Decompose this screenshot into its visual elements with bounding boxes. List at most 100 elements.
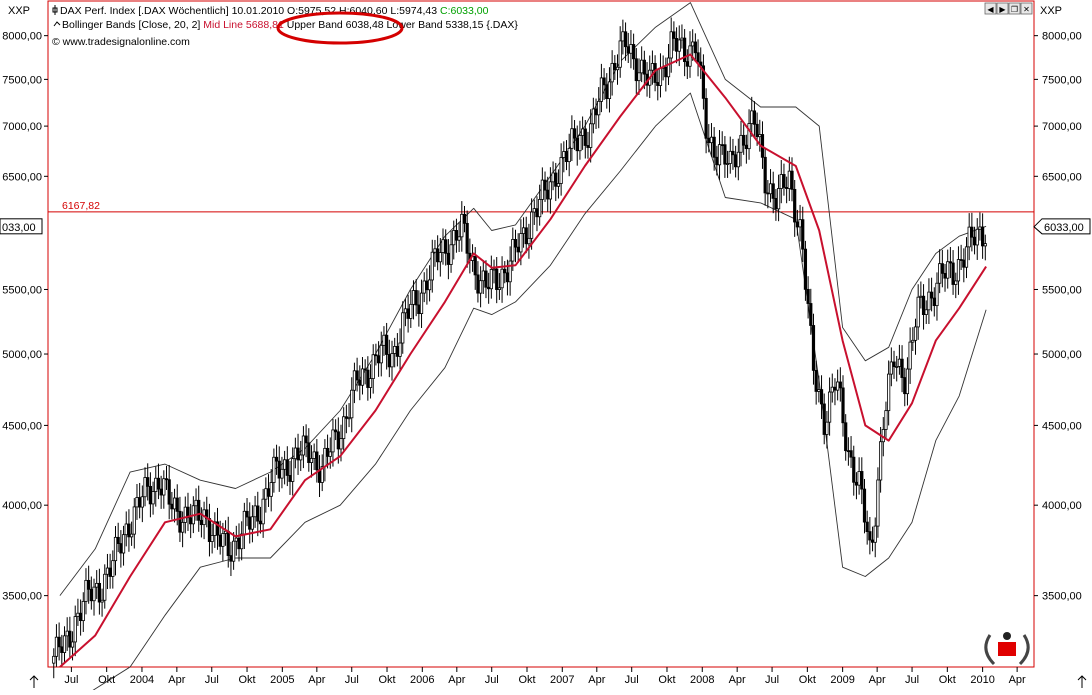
candle [876, 467, 880, 538]
candle [814, 360, 818, 405]
back-button[interactable] [984, 2, 997, 15]
candle-body [390, 353, 394, 368]
candle [844, 414, 848, 461]
forward-icon[interactable]: ▶ [999, 5, 1006, 14]
candle-body [183, 506, 187, 523]
candle [752, 101, 757, 139]
candle-body [248, 516, 252, 530]
candle-body [119, 543, 123, 554]
candle-body [299, 454, 303, 461]
candle [299, 440, 303, 472]
close-button[interactable] [1020, 2, 1033, 15]
candle [747, 109, 751, 160]
candle [52, 648, 56, 679]
candle [717, 130, 722, 180]
candle [398, 328, 402, 372]
candle-body [739, 134, 743, 153]
candle-body [513, 239, 518, 248]
candle [852, 445, 856, 496]
candle [495, 257, 499, 304]
candle [68, 616, 72, 658]
candle-body [229, 555, 233, 562]
candle-body [728, 150, 732, 164]
candle-body [178, 510, 182, 533]
candle-body [197, 499, 201, 521]
candle [409, 290, 413, 328]
back-icon[interactable]: ◀ [987, 5, 994, 14]
candle [825, 411, 829, 449]
candle-body [489, 269, 493, 290]
forward-button[interactable] [996, 2, 1009, 15]
candle-body [938, 263, 942, 284]
candle-body [68, 630, 72, 648]
candle-body [162, 478, 166, 496]
candle [637, 58, 641, 95]
candle-body [395, 346, 399, 357]
candle [444, 229, 448, 266]
candle-body [309, 458, 314, 463]
candle-body [666, 57, 671, 78]
candle-body [521, 227, 526, 234]
y-tick-label-left: 7000,00 [2, 121, 42, 133]
header-copyright: © www.tradesignalonline.com [52, 36, 190, 48]
candle-body [924, 309, 928, 315]
y-tick-label-right: 7500,00 [1042, 74, 1082, 86]
candle-body [707, 137, 711, 144]
candle-body [274, 456, 279, 462]
candle [887, 360, 891, 426]
candle-body [376, 355, 381, 364]
candle-body [92, 586, 96, 602]
candle [782, 163, 786, 196]
candle [309, 445, 314, 478]
restore-button[interactable] [1008, 2, 1021, 15]
close-icon[interactable]: ✕ [1023, 5, 1030, 14]
candle [261, 488, 265, 538]
candle [801, 206, 805, 262]
candle [320, 454, 324, 492]
header-line-1-main: DAX Perf. Index [.DAX Wöchentlich] 10.01… [60, 5, 440, 17]
candle-body [73, 616, 77, 643]
candle-body [970, 226, 974, 238]
candle [776, 174, 781, 222]
restore-icon[interactable]: ❐ [1011, 5, 1018, 14]
scroll-arrow-right-icon[interactable] [1077, 675, 1087, 688]
candle [285, 446, 289, 487]
candle-body [556, 183, 561, 187]
candle [527, 223, 531, 259]
candle [215, 507, 220, 550]
candle [484, 260, 488, 299]
candle [347, 403, 351, 428]
candle-body [637, 72, 641, 82]
candle [819, 375, 824, 419]
candle-body [430, 251, 434, 281]
candle-body [116, 536, 120, 544]
candle [930, 277, 934, 312]
candle-body [148, 485, 152, 505]
candle-body [586, 145, 590, 148]
candle-body [256, 505, 260, 522]
candle-body [836, 381, 840, 391]
y-tick-label-right: 5000,00 [1042, 349, 1082, 361]
candle-body [462, 213, 467, 224]
candle-body [449, 244, 453, 265]
candle [84, 568, 88, 615]
scroll-arrow-left-icon[interactable] [29, 675, 39, 688]
candle-body [798, 219, 802, 228]
candle [672, 21, 676, 51]
candle-body [793, 188, 797, 223]
candle-body [457, 236, 461, 241]
candle-body [868, 531, 872, 541]
candle [355, 357, 359, 392]
candle-body [567, 147, 571, 163]
candle-body [350, 389, 354, 419]
candle-body [787, 170, 791, 189]
candle-body [897, 358, 901, 367]
candle-body [460, 213, 464, 238]
candle-body [905, 368, 910, 395]
candle [567, 133, 571, 177]
candle [964, 237, 969, 279]
candle-body [892, 361, 896, 368]
candle [793, 179, 797, 237]
candle-body [387, 354, 391, 368]
